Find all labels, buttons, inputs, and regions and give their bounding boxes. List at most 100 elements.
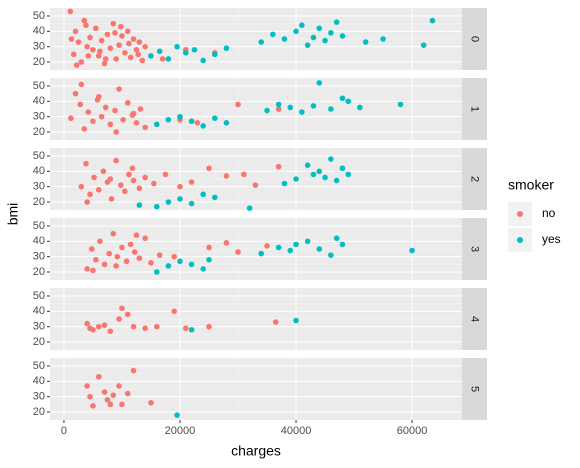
point: [345, 171, 352, 178]
point: [165, 263, 172, 269]
point: [101, 322, 108, 328]
point: [117, 23, 124, 30]
point: [188, 200, 195, 207]
point: [81, 126, 88, 132]
point: [133, 232, 140, 238]
point: [171, 308, 177, 315]
x-tick-label: 0: [61, 425, 67, 437]
point: [304, 42, 311, 48]
point: [293, 176, 299, 182]
point: [119, 244, 125, 251]
point: [85, 53, 92, 59]
y-tick-label: 30: [33, 321, 45, 333]
point: [113, 129, 119, 135]
point: [200, 57, 206, 64]
point: [182, 325, 189, 332]
point: [104, 31, 111, 38]
point: [345, 98, 352, 105]
point: [81, 17, 88, 24]
point: [107, 176, 114, 182]
point: [116, 86, 122, 92]
point: [126, 40, 132, 47]
point: [116, 383, 122, 389]
point: [110, 392, 117, 398]
point: [116, 42, 122, 48]
y-tick-label: 30: [33, 181, 45, 193]
y-tick-label: 30: [33, 391, 45, 403]
point: [112, 107, 118, 114]
point: [316, 246, 323, 252]
point: [333, 19, 340, 25]
point: [293, 28, 299, 35]
point: [275, 101, 282, 108]
y-tick-label: 50: [33, 150, 45, 162]
point: [85, 109, 92, 115]
point: [123, 258, 130, 265]
point: [322, 174, 328, 181]
point: [148, 260, 154, 266]
point: [200, 191, 206, 198]
point: [142, 43, 148, 50]
point: [124, 100, 131, 106]
strip: [462, 78, 487, 140]
point: [339, 241, 346, 248]
point: [223, 45, 230, 52]
point: [264, 107, 270, 114]
point: [68, 115, 74, 122]
point: [148, 53, 154, 59]
point: [142, 325, 148, 332]
point: [188, 179, 195, 185]
point: [73, 62, 80, 68]
point: [188, 118, 195, 125]
point: [113, 157, 119, 164]
point: [339, 95, 346, 102]
point: [97, 48, 103, 55]
point: [409, 247, 415, 254]
point: [293, 317, 299, 324]
strip-label: 4: [469, 316, 481, 322]
y-tick-label: 20: [33, 406, 45, 418]
point: [68, 36, 75, 42]
strip-label: 3: [469, 246, 481, 252]
point: [77, 101, 83, 108]
point: [159, 56, 166, 62]
y-tick-label: 40: [33, 235, 45, 247]
x-axis-title: charges: [231, 443, 281, 459]
legend-marker: [517, 237, 523, 243]
y-tick-label: 50: [33, 80, 45, 92]
point: [182, 50, 189, 56]
point: [129, 165, 136, 172]
strip: [462, 148, 487, 210]
point: [98, 37, 105, 44]
point: [102, 104, 109, 111]
point: [310, 103, 317, 109]
y-tick-label: 30: [33, 111, 45, 123]
point: [100, 168, 107, 175]
point: [206, 165, 212, 172]
point: [287, 104, 294, 111]
point: [95, 373, 102, 380]
point: [107, 401, 114, 408]
point: [95, 53, 102, 59]
x-tick-label: 40000: [281, 425, 312, 437]
point: [127, 241, 134, 248]
y-tick-label: 20: [33, 126, 45, 138]
point: [126, 171, 132, 178]
point: [328, 156, 334, 162]
point: [130, 36, 137, 42]
point: [101, 261, 108, 268]
point: [136, 202, 143, 208]
legend-title: smoker: [508, 177, 554, 193]
point: [124, 28, 131, 35]
point: [87, 34, 93, 41]
point: [188, 326, 195, 333]
point: [316, 25, 323, 32]
point: [106, 250, 112, 257]
point: [258, 250, 265, 257]
point: [127, 54, 134, 61]
point: [252, 182, 259, 188]
point: [328, 252, 334, 258]
strip-label: 1: [469, 106, 481, 112]
point: [90, 267, 96, 274]
point: [142, 174, 148, 181]
